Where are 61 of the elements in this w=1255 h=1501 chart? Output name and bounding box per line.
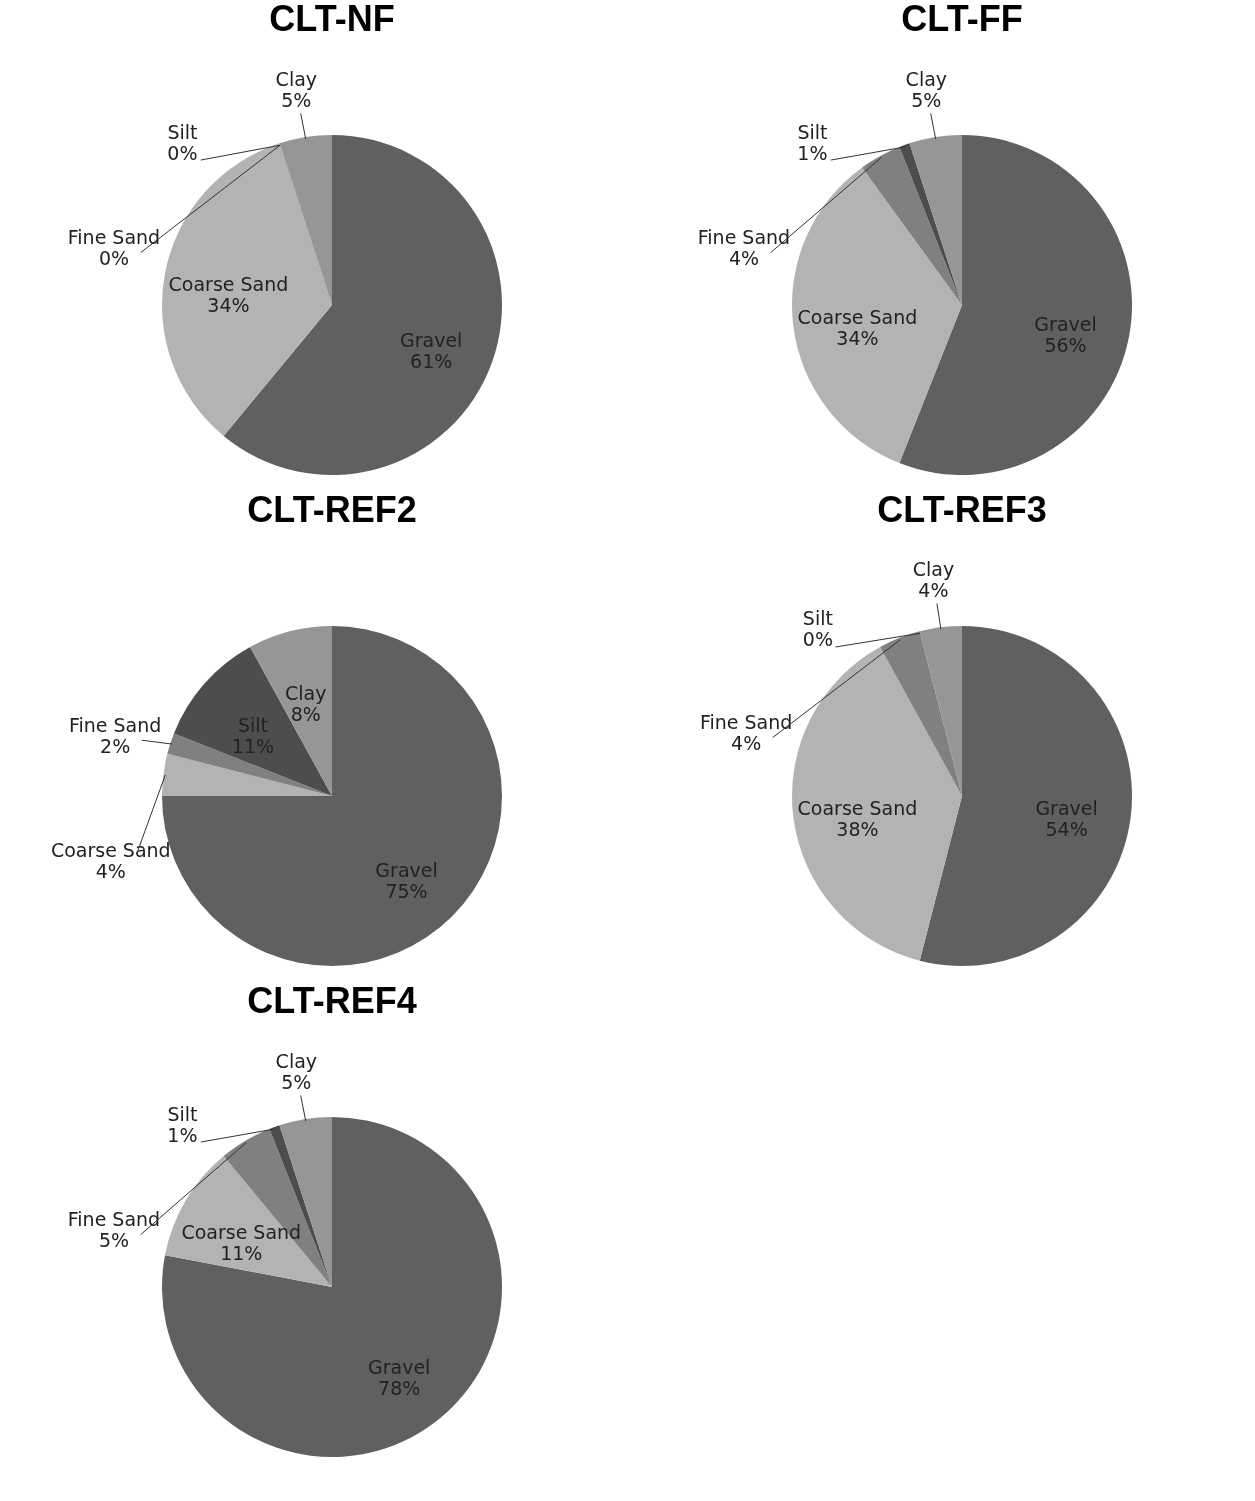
pie-slice (165, 1156, 332, 1287)
data-label: 78% (378, 1377, 421, 1400)
data-label: 4% (728, 247, 760, 270)
chart-title: CLT-REF3 (877, 489, 1047, 530)
pie-slice (919, 626, 962, 796)
pie-slice (167, 733, 332, 796)
slice-label: Fine Sand (68, 713, 162, 736)
data-label: 4% (95, 860, 126, 883)
pie-slice (173, 647, 332, 796)
pie-slice (899, 143, 962, 305)
slice-label: Coarse Sand (50, 839, 171, 862)
data-label: 34% (207, 294, 250, 317)
slice-label: Clay (912, 557, 955, 580)
data-label: 2% (100, 734, 131, 757)
slice-label: Coarse Sand (797, 306, 918, 329)
slice-label: Fine Sand (67, 1208, 161, 1231)
slice-label: Gravel (367, 1356, 431, 1379)
slice-label: Fine Sand (697, 226, 791, 249)
data-label: 75% (385, 879, 428, 902)
slice-label: Coarse Sand (181, 1221, 302, 1244)
text: 0% (167, 141, 198, 164)
slice-label: Gravel (1034, 312, 1097, 335)
pie-slice (792, 647, 962, 961)
chart-title: CLT-FF (901, 0, 1023, 39)
data-label: 1% (797, 141, 828, 164)
data-label: 11% (220, 1242, 263, 1265)
pie-slice (792, 167, 962, 464)
slice-label: Coarse Sand (797, 797, 918, 820)
slice-label: Silt (167, 1102, 198, 1125)
data-label: 38% (836, 818, 879, 841)
slice-label: Clay (285, 681, 327, 704)
pie-slice (862, 146, 962, 305)
category-label: Silt (167, 120, 198, 143)
pie-slice (162, 753, 332, 796)
slice-label: Clay (905, 67, 948, 90)
chart-title: CLT-NF (269, 0, 395, 39)
slice-label: Gravel (1035, 797, 1098, 820)
data-label: 1% (167, 1123, 198, 1146)
pie-slice (162, 143, 332, 436)
pie-slice (919, 626, 1132, 966)
data-label: 61% (410, 349, 453, 372)
pie-slice (909, 135, 962, 305)
data-label: 34% (836, 327, 879, 350)
data-label: 5% (98, 1229, 130, 1252)
slice-label: Clay (275, 1049, 318, 1072)
text: 0% (98, 247, 130, 270)
slice-label: Clay (275, 67, 318, 90)
chart-title: CLT-REF2 (247, 489, 417, 530)
category-label: Silt (802, 607, 833, 630)
data-label: 56% (1044, 333, 1087, 356)
text: 0% (802, 628, 833, 651)
slice-label: Fine Sand (699, 710, 793, 733)
category-label: Fine Sand (67, 226, 161, 249)
slice-label: Silt (797, 120, 828, 143)
slice-label: Gravel (375, 858, 438, 881)
slice-label: Gravel (399, 328, 463, 351)
data-label: 54% (1045, 818, 1088, 841)
pie-slice (880, 631, 962, 796)
data-label: 4% (731, 731, 762, 754)
chart-title: CLT-REF4 (247, 980, 417, 1021)
slice-label: Coarse Sand (168, 273, 289, 296)
